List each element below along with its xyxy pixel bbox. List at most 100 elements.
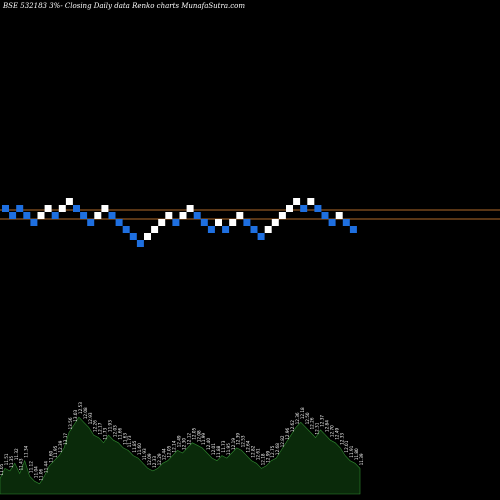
area-value-label: 12.49 (334, 427, 339, 439)
renko-brick (264, 226, 272, 233)
renko-brick (172, 219, 180, 226)
renko-brick (307, 198, 315, 205)
area-value-label: 11.51 (4, 453, 9, 465)
renko-brick (23, 212, 31, 219)
renko-brick (229, 219, 237, 226)
area-value-label: 12.01 (344, 440, 349, 452)
area-value-label: 11.05 (0, 463, 4, 475)
renko-brick (286, 205, 293, 212)
area-value-label: 12.53 (78, 402, 83, 414)
area-value-label: 11.60 (48, 450, 53, 462)
area-value-label: 12.84 (325, 420, 330, 432)
area-value-label: 12.12 (186, 433, 191, 445)
renko-brick (321, 212, 329, 219)
area-value-label: 11.95 (53, 445, 58, 457)
area-value-label: 12.08 (196, 430, 201, 442)
area-value-label: 12.62 (290, 420, 295, 432)
renko-brick (144, 233, 151, 240)
area-value-label: 11.99 (201, 433, 206, 445)
renko-brick (129, 233, 137, 240)
renko-brick (158, 219, 166, 226)
area-value-label: 12.61 (255, 448, 260, 460)
renko-brick (80, 212, 88, 219)
area-value-label: 11.04 (34, 466, 39, 478)
renko-brick (101, 205, 109, 212)
area-value-label: 12.68 (275, 443, 280, 455)
area-value-label: 12.01 (211, 443, 216, 455)
renko-brick (179, 212, 187, 219)
renko-brick (193, 212, 201, 219)
renko-brick (207, 226, 215, 233)
renko-brick (44, 205, 52, 212)
area-value-label: 12.96 (285, 427, 290, 439)
area-value-label: 12.82 (251, 445, 256, 457)
renko-brick (2, 205, 9, 212)
renko-brick (278, 212, 286, 219)
area-value-label: 12.39 (58, 440, 63, 452)
renko-brick (122, 226, 130, 233)
area-value-label: 11.85 (132, 440, 137, 452)
area-value-label: 12.33 (339, 433, 344, 445)
renko-brick (108, 212, 116, 219)
renko-brick (342, 219, 350, 226)
area-value-label: 12.18 (260, 453, 265, 465)
area-value-label: 12.40 (206, 438, 211, 450)
area-value-label: 11.60 (137, 443, 142, 455)
price-area-fill (0, 416, 361, 495)
area-value-label: 12.93 (88, 412, 93, 424)
renko-brick (186, 205, 194, 212)
area-value-label: 11.95 (226, 443, 231, 455)
area-value-label: 12.37 (320, 415, 325, 427)
renko-brick (222, 226, 230, 233)
area-value-label: 12.03 (112, 425, 117, 437)
renko-brick (30, 219, 38, 226)
renko-brick (328, 219, 336, 226)
area-value-label: 11.88 (216, 445, 221, 457)
renko-brick (314, 205, 322, 212)
area-value-label: 12.17 (98, 422, 103, 434)
area-value-label: 12.99 (265, 450, 270, 462)
renko-brick (115, 219, 123, 226)
area-value-label: 11.12 (29, 461, 34, 473)
area-value-label: 12.70 (329, 425, 334, 437)
area-value-label: 12.33 (152, 456, 157, 468)
area-value-label: 11.73 (221, 440, 226, 452)
area-value-label: 11.93 (108, 420, 113, 432)
renko-brick (250, 226, 258, 233)
area-value-label: 11.73 (103, 427, 108, 439)
renko-brick (9, 212, 17, 219)
renko-brick (257, 233, 265, 240)
area-value-label: 12.53 (241, 435, 246, 447)
area-value-label: 12.18 (300, 407, 305, 419)
area-value-label: 12.05 (191, 427, 196, 439)
renko-brick (94, 212, 102, 219)
area-value-label: 12.08 (83, 407, 88, 419)
area-value-label: 12.30 (182, 438, 187, 450)
area-value-label: 12.14 (172, 440, 177, 452)
area-value-label: 11.91 (349, 445, 354, 457)
area-value-label: 11.66 (117, 427, 122, 439)
renko-brick (293, 198, 301, 205)
area-value-label: 11.34 (24, 445, 29, 457)
area-value-label: 12.49 (177, 435, 182, 447)
area-value-label: 12.75 (270, 445, 275, 457)
area-value-label: 11.73 (127, 435, 132, 447)
area-value-label: 12.31 (315, 422, 320, 434)
renko-brick (51, 212, 59, 219)
area-value-label: 12.44 (162, 448, 167, 460)
renko-brick (136, 240, 144, 247)
renko-brick (65, 198, 73, 205)
renko-brick (349, 226, 357, 233)
area-value-label: 12.50 (305, 412, 310, 424)
renko-brick (37, 212, 45, 219)
area-value-label: 12.36 (295, 412, 300, 424)
area-value-label: 12.05 (167, 445, 172, 457)
area-value-label: 12.19 (231, 438, 236, 450)
renko-brick (215, 219, 222, 226)
renko-brick (165, 212, 173, 219)
renko-brick (236, 212, 244, 219)
area-value-label: 11.06 (39, 468, 44, 480)
area-value-label: 13.03 (73, 409, 78, 421)
